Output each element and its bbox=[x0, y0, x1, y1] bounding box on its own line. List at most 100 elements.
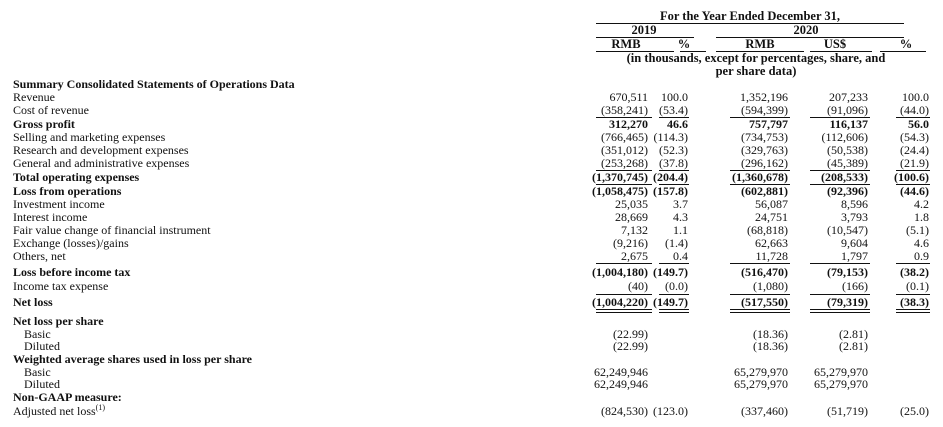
subtotal-rule bbox=[659, 294, 689, 295]
cell-pct-2019: (1.4) bbox=[665, 236, 688, 250]
table-row-others-net: Others, net 2,675 0.4 11,728 1,797 0.9 bbox=[0, 250, 943, 263]
cell-usd-2020: 65,279,970 bbox=[814, 365, 868, 379]
cell-rmb-2020: (602,881) bbox=[741, 184, 788, 198]
cell-usd-2020: (91,096) bbox=[827, 103, 868, 117]
table-row-lps-basic: Basic (22.99) (18.36) (2.81) bbox=[0, 328, 943, 341]
cell-usd-2020: (112,606) bbox=[821, 130, 868, 144]
cell-rmb-2019: 670,511 bbox=[609, 90, 648, 104]
cell-rmb-2019: (1,058,475) bbox=[592, 184, 648, 198]
table-row-general-admin: General and administrative expenses (253… bbox=[0, 157, 943, 170]
subtotal-rule bbox=[659, 263, 689, 264]
cell-rmb-2020: (18.36) bbox=[753, 327, 788, 341]
cell-rmb-2020: (68,818) bbox=[747, 223, 788, 237]
subtotal-rule bbox=[659, 184, 689, 185]
row-label: Net loss bbox=[13, 295, 53, 309]
cell-pct-2020: (100.6) bbox=[894, 170, 929, 184]
row-label: Fair value change of financial instrumen… bbox=[13, 223, 211, 237]
row-label: Gross profit bbox=[13, 117, 75, 131]
row-label: Adjusted net loss(1) bbox=[13, 403, 105, 418]
cell-pct-2020: (5.1) bbox=[906, 223, 929, 237]
footnote-marker: (1) bbox=[95, 403, 105, 412]
col-header-underline-d bbox=[810, 51, 872, 52]
subtotal-rule bbox=[730, 294, 790, 295]
row-label: Total operating expenses bbox=[13, 170, 140, 184]
total-double-rule bbox=[810, 309, 870, 313]
cell-pct-2019: (204.4) bbox=[653, 170, 688, 184]
cell-usd-2020: 9,604 bbox=[841, 236, 868, 250]
cell-usd-2020: 65,279,970 bbox=[814, 377, 868, 391]
cell-pct-2020: (44.0) bbox=[900, 103, 929, 117]
row-label: Income tax expense bbox=[13, 279, 109, 293]
cell-rmb-2020: (734,753) bbox=[741, 130, 788, 144]
row-label: Diluted bbox=[24, 339, 60, 353]
table-row-section-non-gaap: Non-GAAP measure: bbox=[0, 391, 943, 404]
cell-usd-2020: 1,797 bbox=[841, 249, 868, 263]
cell-pct-2020: (38.2) bbox=[900, 265, 929, 279]
table-row-lps-diluted: Diluted (22.99) (18.36) (2.81) bbox=[0, 340, 943, 353]
cell-rmb-2019: (766,465) bbox=[601, 130, 648, 144]
cell-pct-2020: 0.9 bbox=[914, 249, 929, 263]
row-label: Cost of revenue bbox=[13, 103, 89, 117]
cell-usd-2020: 116,137 bbox=[829, 117, 868, 131]
period-header: For the Year Ended December 31, bbox=[659, 9, 841, 23]
subtotal-rule bbox=[896, 184, 930, 185]
period-underline bbox=[596, 23, 904, 24]
table-row-cost-of-revenue: Cost of revenue (358,241) (53.4) (594,39… bbox=[0, 104, 943, 117]
cell-pct-2019: 46.6 bbox=[667, 117, 688, 131]
cell-usd-2020: 207,233 bbox=[829, 90, 868, 104]
subtotal-rule bbox=[896, 170, 930, 171]
units-note-line1: (in thousands, except for percentages, s… bbox=[626, 51, 886, 65]
table-row-section-weighted-shares: Weighted average shares used in loss per… bbox=[0, 353, 943, 366]
cell-rmb-2019: 2,675 bbox=[621, 249, 648, 263]
col-rmb-2020-header: RMB bbox=[745, 37, 775, 51]
table-row-investment-income: Investment income 25,035 3.7 56,087 8,59… bbox=[0, 198, 943, 211]
row-label: Weighted average shares used in loss per… bbox=[13, 352, 253, 366]
subtotal-rule bbox=[596, 117, 652, 118]
cell-pct-2019: (149.7) bbox=[653, 295, 688, 309]
cell-usd-2020: 3,793 bbox=[841, 210, 868, 224]
cell-rmb-2019: 7,132 bbox=[621, 223, 648, 237]
subtotal-rule bbox=[596, 294, 652, 295]
subtotal-rule bbox=[659, 170, 689, 171]
cell-rmb-2020: (337,460) bbox=[741, 404, 788, 418]
row-label: Basic bbox=[24, 327, 51, 341]
cell-pct-2019: 0.4 bbox=[673, 249, 688, 263]
cell-pct-2019: (0.0) bbox=[665, 279, 688, 293]
cell-rmb-2020: 11,728 bbox=[755, 249, 788, 263]
cell-rmb-2020: 62,663 bbox=[755, 236, 788, 250]
cell-rmb-2020: (18.36) bbox=[753, 339, 788, 353]
subtotal-rule bbox=[730, 263, 790, 264]
year-2020-underline bbox=[716, 37, 904, 38]
cell-rmb-2020: 24,751 bbox=[755, 210, 788, 224]
table-row-interest-income: Interest income 28,669 4.3 24,751 3,793 … bbox=[0, 211, 943, 224]
cell-rmb-2019: (9,216) bbox=[613, 236, 648, 250]
cell-pct-2019: (53.4) bbox=[659, 103, 688, 117]
cell-rmb-2019: (1,370,745) bbox=[592, 170, 648, 184]
cell-pct-2020: (25.0) bbox=[900, 404, 929, 418]
cell-rmb-2019: 28,669 bbox=[615, 210, 648, 224]
cell-pct-2019: (157.8) bbox=[653, 184, 688, 198]
col-header-underline-c bbox=[716, 51, 804, 52]
cell-pct-2019: (123.0) bbox=[653, 404, 688, 418]
cell-rmb-2020: 757,797 bbox=[749, 117, 788, 131]
cell-rmb-2019: (358,241) bbox=[601, 103, 648, 117]
subtotal-rule bbox=[596, 263, 652, 264]
table-row-shares-basic: Basic 62,249,946 65,279,970 65,279,970 bbox=[0, 366, 943, 379]
row-label: Revenue bbox=[13, 90, 55, 104]
cell-rmb-2020: 56,087 bbox=[755, 197, 788, 211]
cell-pct-2020: (21.9) bbox=[900, 156, 929, 170]
table-row-loss-before-tax: Loss before income tax (1,004,180) (149.… bbox=[0, 266, 943, 279]
cell-pct-2020: (38.3) bbox=[900, 295, 929, 309]
subtotal-rule bbox=[810, 117, 870, 118]
row-label: General and administrative expenses bbox=[13, 156, 190, 170]
row-label: Investment income bbox=[13, 197, 105, 211]
cell-rmb-2019: (351,012) bbox=[601, 143, 648, 157]
table-row-net-loss: Net loss (1,004,220) (149.7) (517,550) (… bbox=[0, 296, 943, 309]
col-rmb-2019-header: RMB bbox=[611, 37, 641, 51]
total-double-rule bbox=[896, 309, 930, 313]
cell-pct-2020: (0.1) bbox=[906, 279, 929, 293]
col-header-underline-a bbox=[596, 51, 674, 52]
table-row-total-operating-expenses: Total operating expenses (1,370,745) (20… bbox=[0, 171, 943, 184]
cell-pct-2020: (54.3) bbox=[900, 130, 929, 144]
cell-rmb-2020: (517,550) bbox=[741, 295, 788, 309]
